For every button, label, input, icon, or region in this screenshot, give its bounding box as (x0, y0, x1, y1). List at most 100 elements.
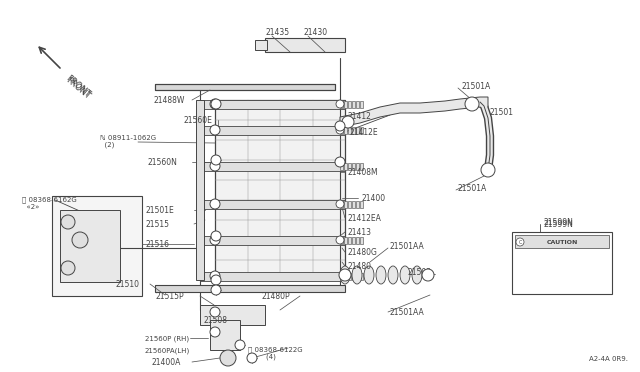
Bar (344, 101, 347, 108)
Ellipse shape (412, 266, 422, 284)
Bar (348, 237, 351, 244)
Bar (200, 272, 345, 281)
Circle shape (211, 99, 221, 109)
Circle shape (72, 232, 88, 248)
Text: 21501AA: 21501AA (390, 242, 425, 251)
Bar (352, 163, 355, 170)
Bar (344, 273, 347, 280)
Bar (200, 236, 345, 245)
Circle shape (211, 285, 221, 295)
Text: 21413: 21413 (348, 228, 372, 237)
Text: C: C (518, 240, 522, 244)
Bar (348, 273, 351, 280)
Bar (360, 163, 363, 170)
Bar (352, 127, 355, 134)
Text: CAUTION: CAUTION (547, 240, 578, 244)
Text: 21400A: 21400A (152, 358, 181, 367)
Circle shape (465, 97, 479, 111)
Bar (348, 127, 351, 134)
Circle shape (336, 200, 344, 208)
Bar (360, 127, 363, 134)
Text: 21515: 21515 (146, 220, 170, 229)
Text: 21412E: 21412E (350, 128, 379, 137)
Ellipse shape (352, 266, 362, 284)
Ellipse shape (400, 266, 410, 284)
Bar (360, 237, 363, 244)
Circle shape (211, 275, 221, 285)
Bar (200, 126, 345, 135)
Text: Ⓢ 08368-6122G
        (4): Ⓢ 08368-6122G (4) (248, 346, 303, 360)
Bar (196, 100, 204, 280)
Text: 21488W: 21488W (154, 96, 186, 105)
Bar (60, 210, 120, 282)
Text: 21503: 21503 (408, 268, 432, 277)
Bar (515, 235, 609, 248)
Ellipse shape (388, 266, 398, 284)
Circle shape (211, 231, 221, 241)
Bar (356, 237, 359, 244)
Bar (340, 163, 343, 170)
Bar (352, 237, 355, 244)
Text: 21599N: 21599N (543, 220, 573, 229)
Text: 21560P (RH): 21560P (RH) (145, 336, 189, 343)
Bar (155, 84, 335, 90)
Text: 21510: 21510 (116, 280, 140, 289)
Text: 21412: 21412 (348, 112, 372, 121)
Bar (155, 285, 345, 292)
Text: 21480: 21480 (348, 262, 372, 271)
Polygon shape (340, 97, 488, 127)
Bar (52, 196, 142, 296)
Bar (215, 100, 345, 280)
Text: Ⓢ 08368-6162G
  «2»: Ⓢ 08368-6162G «2» (22, 196, 77, 209)
Ellipse shape (364, 266, 374, 284)
Circle shape (211, 155, 221, 165)
Bar (356, 163, 359, 170)
Bar (348, 201, 351, 208)
Bar (344, 237, 347, 244)
Text: 21408M: 21408M (348, 168, 379, 177)
Circle shape (235, 340, 245, 350)
Bar (512, 232, 612, 294)
Bar (255, 40, 267, 50)
Bar (344, 127, 347, 134)
Text: 21480P: 21480P (262, 292, 291, 301)
Text: 21599N: 21599N (543, 218, 573, 227)
Text: 21501A: 21501A (462, 82, 492, 91)
Circle shape (61, 261, 75, 275)
Circle shape (336, 126, 344, 134)
Bar (360, 101, 363, 108)
Text: 21501A: 21501A (458, 184, 487, 193)
Bar (356, 201, 359, 208)
Text: 21400: 21400 (362, 194, 386, 203)
Bar (340, 201, 343, 208)
Bar (344, 163, 347, 170)
Bar (210, 320, 240, 350)
Text: FRONT: FRONT (64, 76, 92, 102)
Bar (200, 200, 345, 209)
Circle shape (339, 269, 351, 281)
Bar (356, 101, 359, 108)
Text: 21501AA: 21501AA (390, 308, 425, 317)
Circle shape (210, 199, 220, 209)
Bar (200, 162, 345, 171)
Ellipse shape (340, 266, 350, 284)
Text: 21435: 21435 (265, 28, 289, 37)
Ellipse shape (376, 266, 386, 284)
Bar (155, 84, 335, 90)
Bar (352, 273, 355, 280)
Circle shape (220, 350, 236, 366)
Text: 21516: 21516 (146, 240, 170, 249)
Circle shape (210, 235, 220, 245)
Bar (340, 127, 343, 134)
Bar (200, 305, 265, 325)
Circle shape (481, 163, 495, 177)
Text: 21560E: 21560E (183, 116, 212, 125)
Bar (200, 100, 345, 109)
Text: 21412EA: 21412EA (348, 214, 382, 223)
Bar (348, 163, 351, 170)
Circle shape (210, 161, 220, 171)
Text: 21501: 21501 (490, 108, 514, 117)
Circle shape (422, 269, 434, 281)
Text: 21501E: 21501E (146, 206, 175, 215)
Circle shape (210, 307, 220, 317)
